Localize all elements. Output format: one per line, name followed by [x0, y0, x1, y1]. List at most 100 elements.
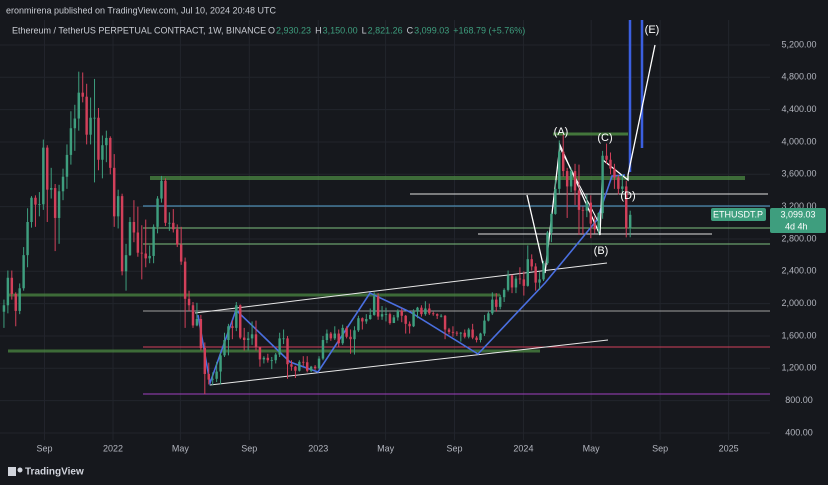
candle-body — [262, 357, 266, 360]
candle-body — [337, 333, 340, 344]
candle-body — [30, 197, 33, 222]
y-tick-label: 4,000.00 — [781, 136, 816, 146]
candle-body — [199, 318, 203, 349]
candle-body — [495, 299, 498, 307]
candle-body — [491, 299, 494, 314]
candle-body — [266, 357, 270, 361]
candle-body — [605, 155, 608, 160]
candle-body — [502, 289, 506, 298]
candle-body — [471, 329, 474, 338]
ohlc-value: 3,099.03 — [414, 25, 449, 35]
candle-body — [128, 221, 132, 256]
candle-body — [298, 361, 301, 371]
candle-body — [223, 340, 226, 356]
candle-body — [73, 118, 77, 129]
candle-body — [124, 255, 128, 272]
candle-body — [286, 338, 289, 365]
x-tick-label: May — [172, 443, 190, 453]
candle-body — [290, 364, 293, 367]
candle-body — [34, 197, 37, 205]
candle-body — [254, 334, 258, 348]
candle-body — [105, 137, 108, 146]
trend-line — [194, 262, 608, 314]
candle-body — [569, 171, 573, 187]
candle-body — [428, 308, 431, 314]
candle-body — [321, 340, 325, 359]
candle-body — [432, 313, 435, 315]
candle-body — [526, 259, 529, 286]
ohlc-key: H — [315, 25, 322, 35]
symbol-tag-bg — [711, 208, 766, 221]
candle-body — [613, 168, 616, 178]
candle-body — [14, 293, 17, 311]
candle-body — [85, 96, 88, 135]
candle-body — [498, 297, 502, 307]
candle-body — [487, 313, 490, 321]
candle-body — [601, 155, 604, 214]
published-note: eronmirena published on TradingView.com,… — [6, 5, 276, 15]
candle-body — [577, 190, 581, 210]
candle-body — [219, 355, 222, 372]
candle-body — [420, 307, 423, 315]
candle-body — [467, 329, 470, 337]
candle-body — [329, 333, 333, 339]
candle-body — [439, 315, 443, 317]
candle-body — [424, 308, 427, 315]
candle-body — [97, 117, 100, 160]
wave-label: (D) — [620, 190, 635, 202]
x-tick-label: May — [377, 443, 395, 453]
candle-body — [546, 232, 549, 264]
candle-body — [227, 326, 230, 341]
candle-body — [530, 259, 533, 267]
candle-body — [270, 360, 273, 362]
candle-body — [353, 330, 356, 340]
candle-body — [168, 222, 171, 224]
candle-body — [148, 255, 151, 259]
candles — [2, 71, 632, 395]
footer: TradingView — [25, 467, 84, 478]
wave-path — [197, 174, 626, 387]
candle-body — [542, 263, 545, 280]
candle-body — [235, 305, 238, 328]
y-tick-label: 4,400.00 — [781, 104, 816, 114]
candle-body — [183, 261, 187, 299]
candle-body — [518, 278, 522, 280]
candle-body — [510, 275, 514, 288]
candle-body — [447, 329, 451, 332]
candle-body — [246, 338, 250, 341]
candle-body — [380, 314, 384, 317]
candle-body — [242, 337, 246, 341]
trend-line — [209, 339, 609, 386]
candle-body — [479, 333, 482, 341]
candle-body — [408, 323, 411, 327]
candle-body — [369, 314, 372, 319]
candle-body — [65, 154, 69, 177]
candle-body — [621, 186, 624, 189]
candle-body — [554, 188, 557, 214]
x-tick-label: 2023 — [308, 443, 328, 453]
candle-body — [207, 373, 210, 380]
candle-body — [609, 159, 612, 169]
candle-body — [396, 310, 400, 318]
y-tick-label: 800.00 — [785, 395, 813, 405]
candle-body — [93, 117, 96, 119]
candle-body — [514, 278, 518, 288]
x-tick-label: Sep — [447, 443, 463, 453]
candle-body — [179, 244, 183, 262]
candle-body — [435, 314, 439, 316]
countdown: 4d 4h — [785, 221, 808, 231]
drawings — [8, 20, 770, 395]
price-axis — [770, 20, 828, 460]
ohlc-key: L — [362, 25, 367, 35]
candle-body — [38, 204, 41, 206]
x-tick-label: Sep — [652, 443, 668, 453]
symbol-tag: ETHUSDT.P — [713, 209, 763, 219]
candle-body — [26, 221, 29, 256]
candle-body — [522, 279, 526, 286]
candle-body — [392, 317, 396, 324]
y-tick-label: 4,800.00 — [781, 72, 816, 82]
ohlc-value: 3,150.00 — [323, 25, 358, 35]
candle-body — [416, 307, 419, 312]
candle-body — [61, 176, 65, 192]
